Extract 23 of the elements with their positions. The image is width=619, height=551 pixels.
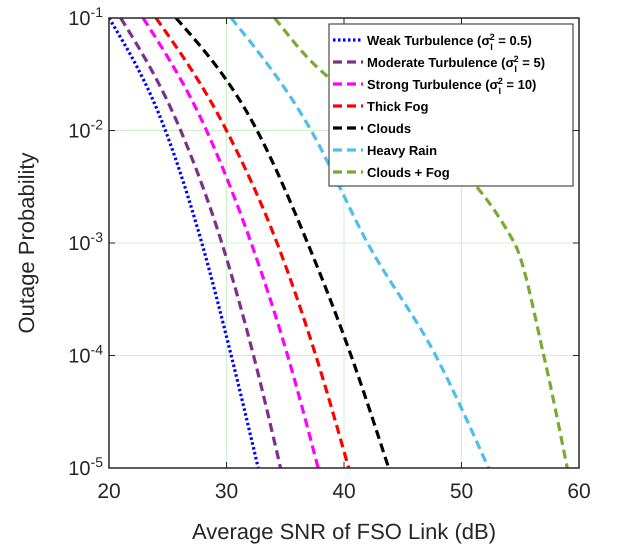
y-tick-label: 10$^{-1}$ (68, 4, 104, 30)
line-series (154, 18, 350, 468)
y-tick-label: 10$^{-4}$ (68, 342, 104, 368)
legend-label: Clouds + Fog (367, 165, 450, 180)
legend-label: Weak Turbulence (σ$_{I}$$^{2}$ = 0.5) (367, 32, 532, 52)
x-tick-label: 30 (214, 480, 238, 503)
x-tick-label: 50 (450, 480, 474, 503)
legend-label: Strong Turbulence (σ$_{I}$$^{2}$ = 10) (367, 76, 536, 96)
line-series (109, 18, 260, 468)
legend-label: Moderate Turbulence (σ$_{I}$$^{2}$ = 5) (367, 54, 546, 74)
legend-label: Clouds (367, 121, 412, 136)
line-series (119, 18, 282, 468)
x-tick-label: 60 (567, 480, 591, 503)
legend-label: Heavy Rain (367, 143, 438, 158)
y-tick-label: 10$^{-5}$ (68, 454, 104, 480)
x-tick-label: 20 (97, 480, 121, 503)
y-tick-label: 10$^{-3}$ (68, 229, 104, 255)
x-axis-title: Average SNR of FSO Link (dB) (192, 519, 496, 544)
y-tick-label: 10$^{-2}$ (68, 116, 104, 142)
line-series (141, 18, 320, 468)
y-axis-title: Outage Probability (14, 152, 39, 334)
x-tick-label: 40 (332, 480, 356, 503)
legend-label: Thick Fog (367, 99, 428, 114)
